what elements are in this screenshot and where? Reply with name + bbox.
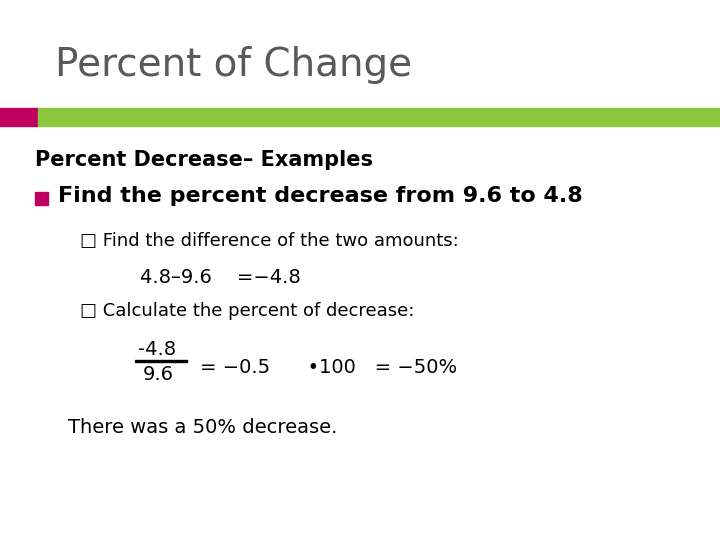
- Bar: [0, 108, 38, 126]
- Text: □ Find the difference of the two amounts:: □ Find the difference of the two amounts…: [80, 232, 459, 250]
- Text: 9.6: 9.6: [143, 365, 174, 384]
- Text: There was a 50% decrease.: There was a 50% decrease.: [68, 418, 338, 437]
- Text: 4.8–9.6    =−4.8: 4.8–9.6 =−4.8: [140, 268, 301, 287]
- Bar: [35, 192, 48, 205]
- Bar: [135, 360, 187, 362]
- Text: Percent Decrease– Examples: Percent Decrease– Examples: [35, 150, 373, 170]
- Text: -4.8: -4.8: [138, 340, 176, 359]
- Bar: [38, 108, 720, 126]
- Text: Percent of Change: Percent of Change: [55, 46, 412, 84]
- Text: Find the percent decrease from 9.6 to 4.8: Find the percent decrease from 9.6 to 4.…: [58, 186, 582, 206]
- Text: □ Calculate the percent of decrease:: □ Calculate the percent of decrease:: [80, 302, 415, 320]
- Text: = −0.5      •100   = −50%: = −0.5 •100 = −50%: [200, 358, 457, 377]
